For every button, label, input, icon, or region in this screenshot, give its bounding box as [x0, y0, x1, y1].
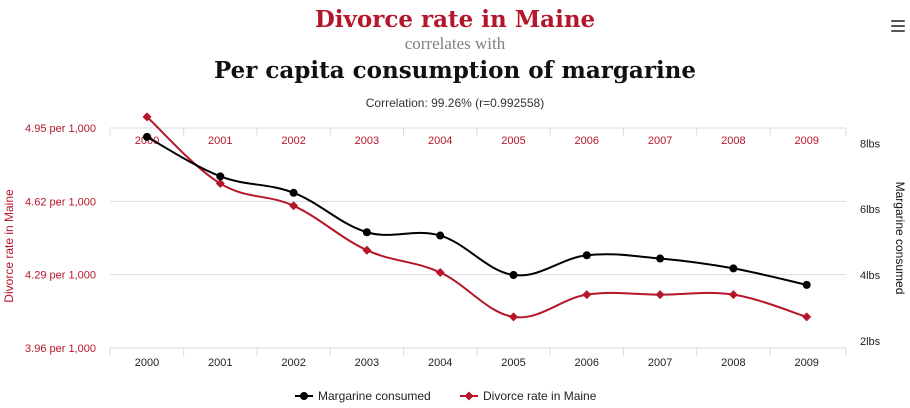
bottom-x-tick-label: 2006: [575, 357, 599, 369]
bottom-x-tick-label: 2003: [355, 357, 379, 369]
correlation-text: Correlation: 99.26% (r=0.992558): [365, 96, 545, 110]
margarine-data-point: [656, 254, 665, 263]
margarine-data-point: [436, 231, 445, 240]
divorce-data-point: [802, 312, 812, 322]
top-x-tick-label: 2005: [501, 135, 525, 147]
right-axis-title: Margarine consumed: [893, 182, 907, 295]
bottom-x-tick-label: 2000: [135, 357, 159, 369]
margarine-series-line: [146, 135, 807, 286]
divorce-data-point: [289, 201, 299, 211]
divorce-data-point: [655, 290, 665, 300]
bottom-x-tick-label: 2004: [428, 357, 452, 369]
left-axis-title: Divorce rate in Maine: [2, 189, 16, 303]
divorce-data-point: [215, 179, 225, 189]
margarine-data-point: [729, 264, 738, 273]
top-x-tick-label: 2000: [135, 135, 159, 147]
top-x-tick-label: 2004: [428, 135, 452, 147]
legend-divorce-label: Divorce rate in Maine: [483, 389, 597, 403]
hamburger-menu-icon[interactable]: [891, 20, 905, 34]
left-y-tick-label: 3.96 per 1,000: [25, 343, 96, 355]
divorce-data-point: [509, 312, 518, 322]
left-y-tick-label: 4.95 per 1,000: [25, 123, 96, 135]
legend-divorce-marker: [464, 391, 474, 401]
top-x-tick-label: 2007: [648, 135, 672, 147]
top-x-tick-label: 2001: [208, 135, 232, 147]
title-connector: correlates with: [404, 34, 506, 53]
divorce-data-point: [435, 267, 445, 277]
legend-margarine-label: Margarine consumed: [318, 389, 431, 403]
left-y-tick-label: 4.62 per 1,000: [25, 196, 96, 208]
title-second: Per capita consumption of margarine: [213, 57, 697, 84]
margarine-data-point: [216, 172, 225, 181]
left-y-tick-label: 4.29 per 1,000: [25, 270, 96, 282]
divorce-data-point: [582, 290, 592, 300]
right-y-tick-label: 2lbs: [860, 336, 881, 348]
right-y-tick-label: 4lbs: [860, 270, 881, 282]
bottom-x-tick-label: 2008: [721, 357, 745, 369]
right-y-tick-label: 8lbs: [860, 138, 881, 150]
right-y-tick-label: 6lbs: [860, 204, 881, 216]
divorce-series-line: [146, 116, 807, 319]
bottom-x-tick-label: 2009: [794, 357, 818, 369]
top-x-tick-label: 2003: [355, 135, 379, 147]
title-main: Divorce rate in Maine: [314, 6, 596, 33]
top-x-tick-label: 2006: [575, 135, 599, 147]
margarine-data-point: [802, 280, 811, 289]
bottom-x-tick-label: 2005: [501, 357, 525, 369]
divorce-data-point: [728, 290, 738, 300]
top-x-tick-label: 2009: [794, 135, 818, 147]
margarine-data-point: [289, 188, 298, 197]
bottom-x-tick-label: 2007: [648, 357, 672, 369]
top-x-tick-label: 2002: [281, 135, 305, 147]
bottom-x-tick-label: 2002: [281, 357, 305, 369]
chart-title-block: Divorce rate in Maine correlates with Pe…: [0, 6, 910, 86]
bottom-x-tick-label: 2001: [208, 357, 232, 369]
margarine-data-point: [509, 270, 518, 279]
legend-margarine-marker: [300, 392, 308, 400]
divorce-data-point: [362, 245, 372, 255]
margarine-data-point: [362, 228, 371, 237]
margarine-data-point: [582, 251, 591, 260]
top-x-tick-label: 2008: [721, 135, 745, 147]
margarine-data-point: [143, 132, 151, 141]
divorce-data-point: [142, 112, 152, 122]
